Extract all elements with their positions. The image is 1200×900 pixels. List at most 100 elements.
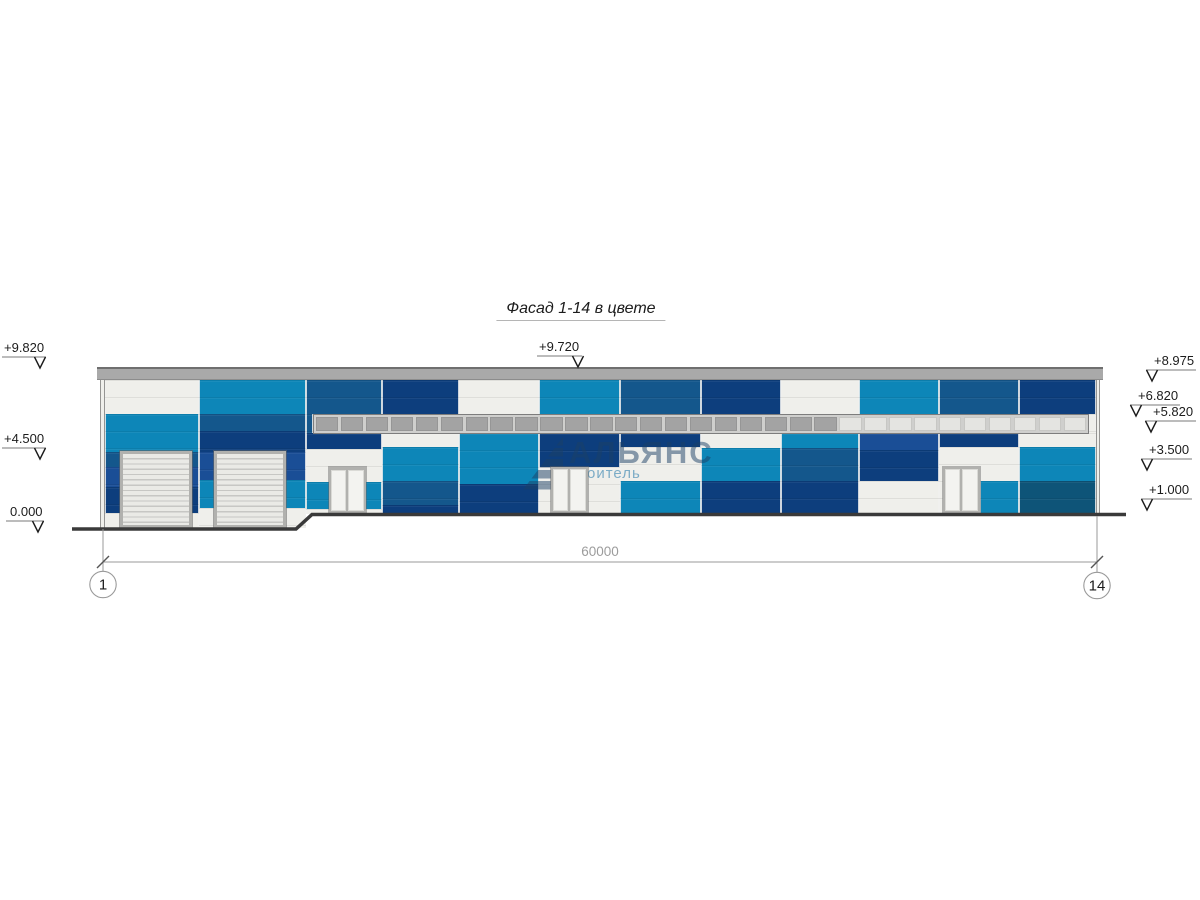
window-pane [540,416,563,431]
window-pane [963,416,987,431]
window-pane [465,416,488,431]
facade-panel [619,447,701,481]
window-pane [839,416,862,431]
facade-panel [305,380,382,414]
roof-band [97,367,1103,380]
elevation-mark-label: 0.000 [10,504,43,519]
window-pane [764,416,788,431]
facade-panel [859,481,939,514]
window-pane [988,416,1012,431]
facade-panel [305,414,313,434]
elevation-mark-label: +5.820 [1153,404,1193,419]
facade-panel [980,481,1019,514]
elevation-mark-label: +8.975 [1154,353,1194,368]
facade-panel [859,433,939,450]
window-pane [365,416,389,431]
facade-panel [938,380,1019,414]
facade-panel [199,431,306,452]
facade-panel [1018,433,1096,447]
elevation-mark-arrow [1145,369,1159,383]
window-ribbon [313,413,1089,434]
elevation-mark-arrow [33,447,47,461]
facade-panel [859,380,939,414]
facade-panel [700,380,781,414]
window-pane [689,416,713,431]
dimension-label: 60000 [581,544,619,559]
entry-door [328,467,366,513]
facade-panel [104,380,199,414]
facade-panel [1018,481,1096,514]
facade-panel [859,450,939,481]
axis-bubble [1083,571,1111,600]
facade-panel [104,414,199,452]
facade-panel [199,414,306,431]
window-pane [490,416,513,431]
window-pane [914,416,937,431]
elevation-mark-arrow [1129,404,1143,418]
window-pane [1013,416,1037,431]
elevation-mark-arrow [33,356,47,370]
facade-panel [381,433,459,447]
facade-panel [938,433,1019,447]
door-leaf [553,469,569,511]
window-pane [714,416,738,431]
facade-panel [539,380,620,414]
entry-door [942,466,980,513]
facade-panel [381,447,459,481]
elevation-mark-label: +4.500 [4,431,44,446]
facade-panel [1018,380,1096,414]
watermark-subtext: оитель [587,465,641,482]
facade-panel [1089,414,1096,434]
facade-panel [459,484,539,514]
elevation-mark-label: +3.500 [1149,442,1189,457]
axis-label: 14 [1089,578,1106,595]
facade-panel [780,481,859,514]
facade-panel [700,448,781,481]
window-pane [565,416,588,431]
facade-panel [381,380,459,414]
elevation-mark-arrow [1140,458,1154,472]
entry-door [550,466,588,513]
window-pane [864,416,887,431]
window-pane [889,416,912,431]
window-pane [515,416,538,431]
window-pane [615,416,638,431]
window-pane [390,416,414,431]
facade-panel [619,481,701,514]
window-pane [1063,416,1087,431]
elevation-mark-arrow [1140,498,1154,512]
door-leaf [331,469,347,511]
facade-panel [381,481,459,505]
window-pane [316,416,339,431]
facade-panel [305,433,382,449]
elevation-mark-arrow [1144,420,1158,434]
window-pane [664,416,688,431]
facade-panel [199,380,306,414]
facade-panel [459,433,539,484]
facade-panel [700,481,781,514]
window-pane [739,416,763,431]
facade-panel [780,380,859,414]
elevation-mark-label: +9.820 [4,340,44,355]
window-pane [440,416,464,431]
axis-bubble [89,570,117,599]
elevation-mark-label: +1.000 [1149,482,1189,497]
window-pane [590,416,613,431]
window-pane [415,416,439,431]
window-pane [789,416,812,431]
corner-edge-strip [1095,380,1100,514]
axis-label: 1 [99,577,107,594]
window-pane [939,416,962,431]
door-leaf [570,469,586,511]
elevation-mark-label: +9.720 [539,339,579,354]
corner-edge-strip [100,380,105,528]
elevation-mark-label: +6.820 [1138,388,1178,403]
window-pane [340,416,364,431]
facade-panel [780,433,859,448]
elevation-mark-arrow [571,355,585,369]
window-pane [639,416,663,431]
facade-panel [459,380,539,414]
dimension-tick [96,555,110,569]
facade-panel [619,380,701,414]
